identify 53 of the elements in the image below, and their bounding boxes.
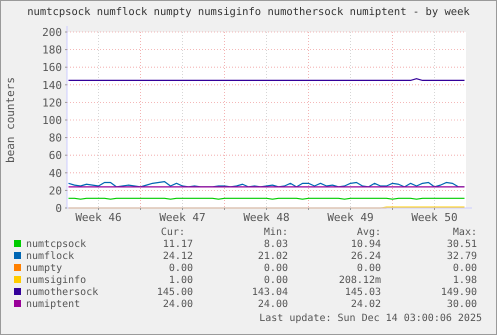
text: 145.00 [156, 287, 193, 298]
text: 24.00 [162, 299, 193, 310]
text: 32.79 [446, 251, 477, 262]
text: 11.17 [162, 239, 193, 250]
y-tick-label: 100 [42, 114, 62, 127]
y-tick-label: 140 [42, 78, 62, 92]
text: 24.02 [350, 299, 381, 310]
y-tick-label: 80 [48, 132, 62, 145]
text: 208.12m [338, 275, 381, 286]
legend-label: numiptent [26, 299, 80, 310]
y-tick-label: 180 [42, 44, 62, 57]
x-tick-label: Week 49 [327, 211, 374, 224]
text: Last update: Sun Dec 14 03:00:06 2025 [259, 313, 482, 324]
chart-title: numtcpsock numflock numpty numsiginfo numothersock numiptent - by week [27, 6, 470, 18]
legend-label: numtcpsock [26, 239, 86, 250]
legend-label: numflock [26, 251, 74, 262]
text: 1.00 [168, 275, 193, 286]
x-tick-label: Week 46 [75, 211, 122, 224]
text: 24.12 [162, 251, 193, 262]
x-tick-label: Week 50 [411, 211, 458, 224]
text: 145.03 [344, 287, 381, 298]
text: 0.00 [452, 263, 477, 274]
text: 30.00 [446, 299, 477, 310]
y-tick-label: 60 [48, 149, 62, 162]
text: 10.94 [350, 239, 381, 250]
x-tick-label: Week 48 [243, 211, 290, 224]
text: 30.51 [446, 239, 477, 250]
text: 8.03 [264, 239, 288, 250]
text: Max: [452, 227, 477, 238]
y-tick-label: 40 [48, 166, 62, 180]
y-tick-label: 20 [48, 184, 62, 198]
text: 26.24 [350, 251, 381, 262]
text: 21.02 [258, 251, 288, 262]
text: 0.00 [168, 263, 193, 274]
text: 143.04 [252, 287, 288, 298]
text: Cur: [160, 227, 185, 238]
y-tick-label: 120 [42, 96, 62, 110]
legend-label: numothersock [26, 287, 98, 298]
text: 0.00 [356, 263, 381, 274]
legend-label: numsiginfo [26, 275, 86, 286]
y-tick-label: 200 [42, 26, 62, 39]
text: Avg: [356, 227, 381, 238]
x-tick-label: Week 47 [159, 211, 206, 224]
text: 24.00 [258, 299, 288, 310]
text: 1.98 [452, 275, 477, 286]
y-axis-title: bean counters [4, 76, 17, 164]
text: 0.00 [264, 275, 288, 286]
text: 149.90 [440, 287, 477, 298]
text: Min: [264, 227, 288, 238]
legend-label: numpty [26, 263, 62, 274]
y-tick-label: 0 [55, 202, 62, 215]
y-tick-label: 160 [42, 61, 62, 74]
text: 0.00 [264, 263, 288, 274]
